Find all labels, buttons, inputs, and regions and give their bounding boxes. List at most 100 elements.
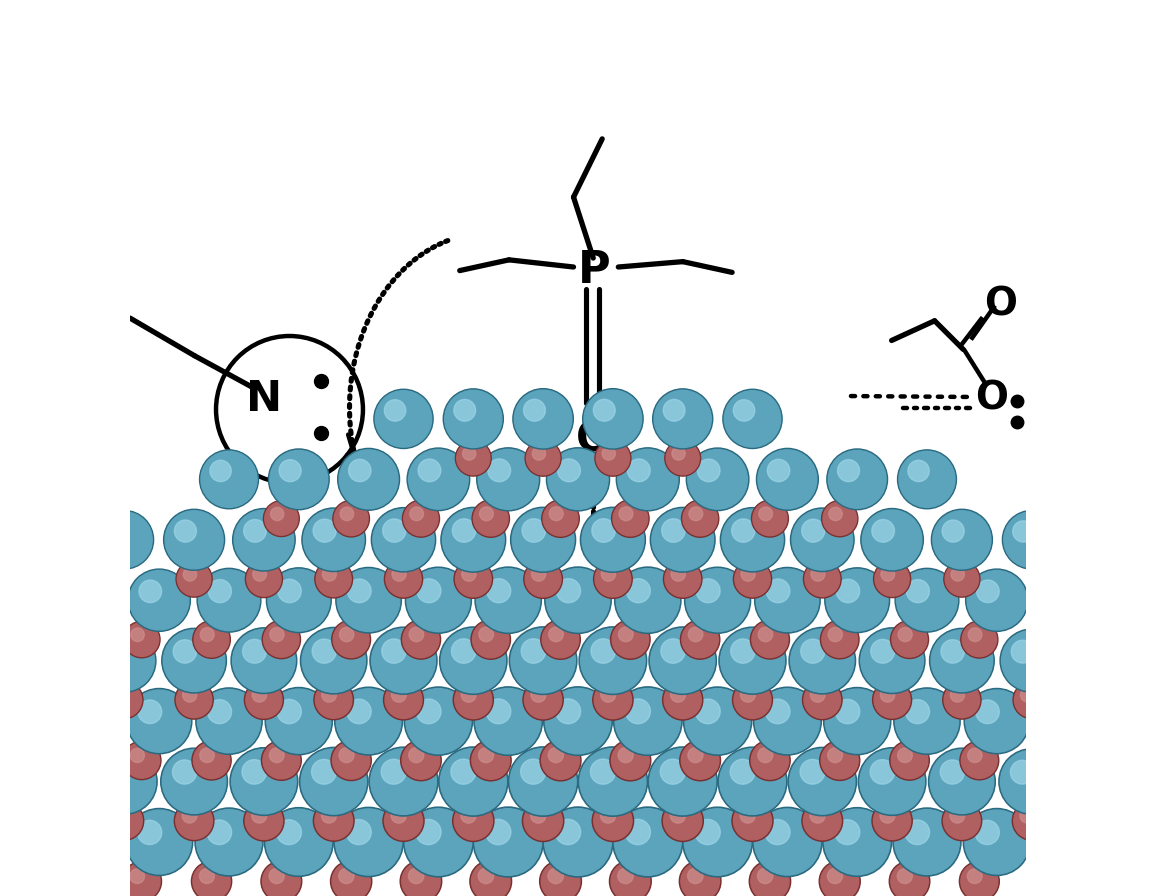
- Circle shape: [0, 864, 20, 896]
- Circle shape: [35, 641, 57, 663]
- Circle shape: [548, 747, 563, 762]
- Circle shape: [175, 520, 197, 542]
- Circle shape: [1107, 692, 1156, 751]
- Circle shape: [92, 750, 156, 813]
- Circle shape: [316, 682, 353, 719]
- Circle shape: [802, 519, 824, 542]
- Circle shape: [262, 742, 299, 779]
- Circle shape: [756, 448, 818, 510]
- Circle shape: [890, 741, 929, 780]
- Circle shape: [610, 620, 650, 659]
- Circle shape: [381, 759, 406, 784]
- Circle shape: [612, 862, 650, 896]
- Circle shape: [246, 682, 282, 718]
- Circle shape: [962, 743, 998, 779]
- Text: P: P: [578, 249, 610, 292]
- Circle shape: [269, 868, 284, 883]
- Circle shape: [542, 742, 579, 780]
- Circle shape: [964, 688, 1030, 754]
- Circle shape: [474, 501, 509, 536]
- Circle shape: [267, 689, 331, 754]
- Circle shape: [824, 568, 890, 633]
- Circle shape: [473, 621, 509, 658]
- Circle shape: [38, 684, 72, 717]
- Circle shape: [591, 759, 615, 784]
- Circle shape: [472, 500, 510, 538]
- Circle shape: [400, 860, 442, 896]
- Circle shape: [103, 761, 127, 784]
- Circle shape: [1142, 752, 1156, 811]
- Circle shape: [557, 459, 580, 482]
- Circle shape: [858, 747, 926, 815]
- Circle shape: [36, 802, 73, 840]
- Circle shape: [765, 820, 790, 845]
- Circle shape: [616, 569, 680, 632]
- Circle shape: [680, 860, 721, 896]
- Circle shape: [22, 750, 87, 814]
- Circle shape: [896, 690, 958, 753]
- Circle shape: [1031, 863, 1067, 896]
- Circle shape: [1105, 690, 1156, 752]
- Circle shape: [407, 448, 469, 511]
- Circle shape: [409, 747, 424, 762]
- Circle shape: [0, 743, 20, 779]
- Circle shape: [276, 820, 302, 845]
- Circle shape: [951, 568, 964, 582]
- Circle shape: [1033, 809, 1099, 874]
- Circle shape: [338, 448, 400, 510]
- Circle shape: [881, 567, 895, 582]
- Circle shape: [525, 681, 562, 719]
- Circle shape: [543, 501, 578, 536]
- Circle shape: [177, 563, 210, 596]
- Circle shape: [402, 500, 439, 538]
- Circle shape: [43, 809, 57, 823]
- Circle shape: [891, 742, 928, 779]
- Circle shape: [1036, 811, 1098, 874]
- Circle shape: [940, 760, 964, 784]
- Circle shape: [406, 567, 472, 633]
- Circle shape: [1031, 622, 1067, 658]
- Circle shape: [749, 860, 791, 896]
- Circle shape: [812, 567, 825, 582]
- Circle shape: [0, 822, 22, 844]
- Circle shape: [454, 400, 475, 421]
- Circle shape: [162, 628, 227, 693]
- Circle shape: [943, 561, 980, 597]
- Circle shape: [128, 690, 191, 753]
- Circle shape: [1000, 629, 1064, 693]
- Circle shape: [721, 509, 783, 571]
- Circle shape: [139, 580, 162, 603]
- Circle shape: [246, 562, 281, 596]
- Circle shape: [207, 820, 231, 845]
- Circle shape: [824, 809, 890, 874]
- Circle shape: [1107, 869, 1121, 883]
- Circle shape: [402, 742, 439, 780]
- Circle shape: [532, 567, 546, 582]
- Circle shape: [391, 808, 407, 823]
- Circle shape: [405, 687, 473, 755]
- Circle shape: [665, 440, 701, 476]
- Circle shape: [757, 868, 773, 883]
- Circle shape: [961, 621, 998, 658]
- Circle shape: [520, 759, 546, 784]
- Circle shape: [172, 760, 197, 784]
- Circle shape: [592, 519, 615, 542]
- Circle shape: [480, 507, 494, 521]
- Circle shape: [265, 502, 298, 535]
- Circle shape: [681, 862, 719, 896]
- Circle shape: [335, 809, 401, 875]
- Circle shape: [802, 680, 842, 719]
- Circle shape: [475, 809, 541, 875]
- Circle shape: [696, 579, 720, 603]
- Circle shape: [1014, 803, 1050, 839]
- Circle shape: [741, 687, 755, 702]
- Circle shape: [823, 687, 891, 754]
- Circle shape: [371, 629, 436, 693]
- Circle shape: [933, 511, 991, 569]
- Circle shape: [612, 742, 650, 780]
- Circle shape: [127, 810, 191, 874]
- Circle shape: [962, 623, 996, 657]
- Circle shape: [684, 567, 750, 633]
- Circle shape: [523, 680, 563, 720]
- Circle shape: [524, 400, 546, 421]
